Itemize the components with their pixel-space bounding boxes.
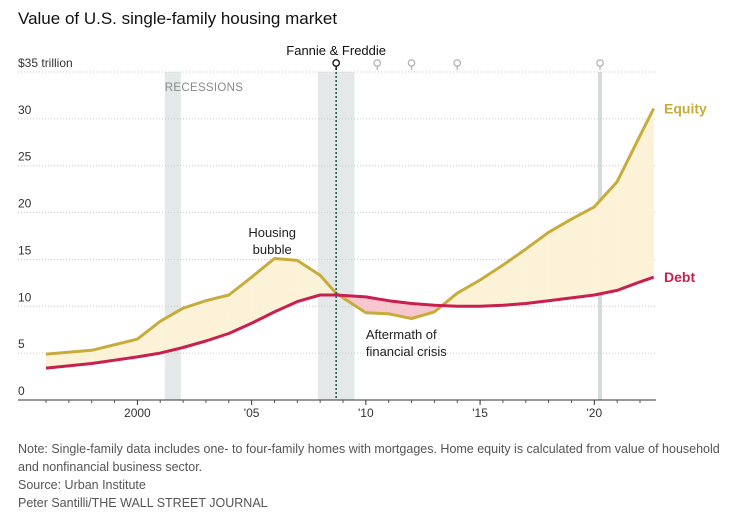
event-pin-head (453, 59, 462, 67)
gap-fill-segment (274, 258, 298, 312)
event-markers: Fannie & Freddie (286, 43, 604, 400)
housing-market-chart: RECESSIONS Fannie & Freddie 0 5 10 15 20 25 30… (18, 43, 707, 420)
y-tick-label-5: 5 (18, 337, 25, 351)
event-pin-head (332, 59, 340, 67)
chart-title: Value of U.S. single-family housing mark… (18, 9, 338, 28)
y-tick-label-35: $35 trillion (18, 56, 73, 70)
gap-fill-segment (502, 249, 526, 306)
debt-series-label: Debt (664, 269, 695, 285)
gap-fill-segment (594, 181, 618, 296)
event-pin-icon (373, 59, 382, 70)
annotation-1: Housing bubble (248, 225, 296, 257)
series-lines (45, 107, 656, 370)
event-pin-icon (596, 59, 604, 70)
gap-fill-segment (183, 300, 206, 348)
y-tick-label-15: 15 (18, 243, 32, 257)
gap-fill-segment (457, 280, 481, 307)
gap-fill-segment (297, 260, 321, 302)
annotation-2: Aftermath of financial crisis (366, 327, 447, 359)
y-tick-label-30: 30 (18, 103, 32, 117)
gap-fill-segment (640, 108, 654, 282)
chart-footer: Note: Single-family data includes one- t… (18, 440, 728, 512)
gap-fill-segment (251, 258, 275, 324)
event-pin-icon (453, 59, 462, 70)
chart-labels: Equity Debt Housing bubble Aftermath of finan… (248, 101, 707, 360)
x-tick-label-2010: '10 (358, 406, 374, 420)
y-tick-label-20: 20 (18, 197, 32, 211)
gap-fill-segment (525, 232, 549, 304)
x-tick-label-2015: '15 (472, 406, 488, 420)
gap-fill-segment (571, 206, 595, 298)
event-pin-head (596, 59, 604, 67)
gap-fill-segment (205, 295, 229, 341)
gap-fill-segment (617, 135, 641, 291)
y-tick-label-0: 0 (18, 384, 25, 398)
annotation-line: Housing (248, 225, 296, 240)
annotation-line: bubble (253, 242, 292, 257)
gap-fill-segment (548, 219, 572, 301)
fannie-freddie-label: Fannie & Freddie (286, 43, 386, 58)
gap-fill-segment (411, 303, 435, 319)
event-pin-head (407, 59, 416, 67)
y-tick-label-10: 10 (18, 290, 32, 304)
x-tick-label-2020: '20 (586, 406, 602, 420)
recessions-label: RECESSIONS (165, 82, 243, 94)
equity-line (45, 107, 656, 356)
gap-fill-segment (480, 265, 503, 307)
gap-fill-segment (137, 321, 161, 357)
equity-series-label: Equity (664, 101, 707, 117)
x-tick-label-2005: '05 (244, 406, 260, 420)
x-tick-label-2000: 2000 (124, 406, 151, 420)
source-line: Source: Urban Institute (18, 478, 146, 492)
axis-labels: 0 5 10 15 20 25 30 $35 trillion 2000 '05 '10 '15 '20 (18, 56, 641, 420)
footnote: Note: Single-family data includes one- t… (18, 442, 720, 474)
event-pin-icon (407, 59, 416, 70)
annotation-line: financial crisis (366, 344, 447, 359)
debt-line (45, 275, 655, 370)
y-tick-label-25: 25 (18, 150, 32, 164)
annotation-line: Aftermath of (366, 327, 437, 342)
event-pin-head (373, 59, 382, 67)
event-pin-icon (332, 59, 340, 70)
credit-line: Peter Santilli/THE WALL STREET JOURNAL (18, 496, 268, 510)
